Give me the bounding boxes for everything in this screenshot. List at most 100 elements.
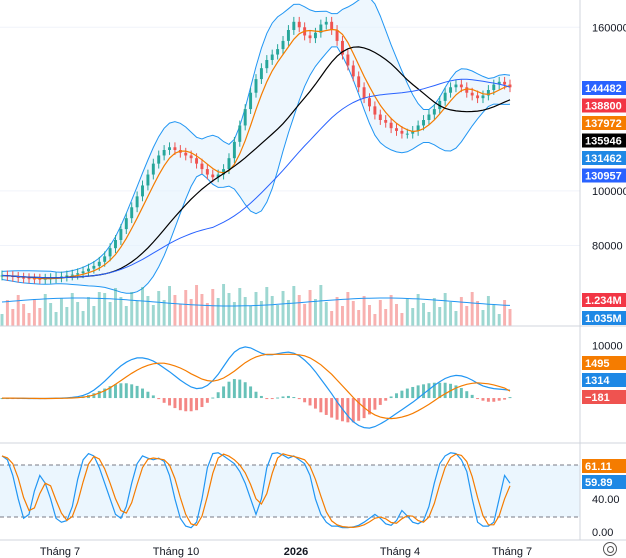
volume-bar <box>308 290 312 326</box>
candle-body <box>92 265 96 269</box>
volume-bar <box>270 296 274 326</box>
volume-bar <box>211 289 215 326</box>
macd-histogram-bar <box>238 379 242 399</box>
stoch-d-line <box>1 453 511 529</box>
macd-histogram-bar <box>373 398 377 410</box>
settings-icon[interactable] <box>603 542 617 556</box>
macd-histogram-bar <box>476 398 480 400</box>
volume-bar <box>49 303 53 326</box>
bollinger-upper-line <box>1 0 511 273</box>
candle-body <box>243 109 247 126</box>
time-axis[interactable]: Tháng 7 Tháng 10 2026 Tháng 4 Tháng 7 <box>40 546 532 558</box>
stoch-band-fill <box>0 465 580 517</box>
volume-tag-bg <box>582 311 626 325</box>
macd-histogram-bar <box>92 393 96 399</box>
volume-ma-line <box>1 297 511 307</box>
candle-body <box>459 84 463 88</box>
price-tag-bg <box>582 116 626 130</box>
macd-histogram-bar <box>405 388 409 399</box>
volume-bar <box>232 302 236 326</box>
candle-body <box>411 130 415 134</box>
macd-histogram-bar <box>368 398 371 415</box>
macd-histogram-bar <box>313 398 317 409</box>
candle-body <box>168 147 172 150</box>
macd-histogram-bar <box>189 398 193 412</box>
moving-averages <box>1 28 511 280</box>
volume-bar <box>368 305 371 326</box>
volume-bar <box>292 286 296 326</box>
volume-bar <box>168 286 172 326</box>
macd-histogram-bar <box>135 385 139 399</box>
macd-histogram-bar <box>324 398 328 415</box>
price-pane[interactable] <box>0 0 580 326</box>
volume-bar <box>5 300 9 326</box>
macd-histogram-bar <box>168 398 172 406</box>
macd-histogram-bar <box>286 395 290 399</box>
volume-bar <box>0 314 4 326</box>
candle-body <box>238 125 242 142</box>
volume-tag: 1.035M <box>585 313 622 325</box>
volume-bar <box>416 294 420 326</box>
candle-body <box>476 95 480 99</box>
macd-histogram-bar <box>351 398 355 423</box>
candle-body <box>330 21 334 30</box>
price-tag: 135946 <box>585 136 622 148</box>
candle-body <box>281 40 285 50</box>
volume-bar <box>281 291 285 326</box>
candle-body <box>286 30 290 41</box>
candle-body <box>65 275 69 277</box>
candles <box>0 16 512 284</box>
volume-bar <box>340 306 344 326</box>
price-tick-label: 100000 <box>592 186 626 198</box>
ma-slow-line <box>1 78 511 279</box>
macd-histogram-bar <box>97 390 101 399</box>
stoch-tick-label: 40.00 <box>592 494 620 506</box>
candle-body <box>357 76 361 88</box>
macd-histogram-bar <box>173 398 177 409</box>
volume-bar <box>86 297 90 326</box>
macd-histogram-bar <box>162 398 166 403</box>
macd-histogram-bar <box>119 383 123 399</box>
volume-bar <box>195 285 199 326</box>
bollinger-lower-line <box>1 46 511 294</box>
macd-histogram-bar <box>330 398 334 418</box>
candle-body <box>254 79 258 93</box>
candle-body <box>422 120 426 126</box>
stoch-rsi-pane[interactable] <box>0 452 580 529</box>
stoch-lines <box>1 452 511 529</box>
candle-body <box>22 277 26 279</box>
macd-histogram-bar <box>254 391 258 399</box>
macd-histogram-bar <box>157 398 161 400</box>
candle-body <box>486 90 490 96</box>
macd-histogram-bar <box>265 398 269 400</box>
volume-bar <box>227 293 231 326</box>
candle-body <box>319 24 323 33</box>
volume-bars <box>0 284 512 326</box>
macd-histogram-bar <box>503 398 507 400</box>
candle-body <box>443 92 447 101</box>
volume-bar <box>11 309 15 326</box>
volume-bar <box>351 301 355 326</box>
candle-body <box>205 169 209 175</box>
macd-pane[interactable] <box>0 346 512 429</box>
volume-bar <box>173 295 177 326</box>
volume-bar <box>243 297 247 326</box>
stoch-tag-bg <box>582 459 626 473</box>
candle-body <box>378 114 382 120</box>
macd-histogram-bar <box>141 388 144 399</box>
price-axis[interactable]: 160000 100000 80000 10000 40.00 0.00 <box>592 22 626 539</box>
macd-histogram-bar <box>200 398 204 408</box>
macd-histogram-bar <box>481 398 485 401</box>
volume-bar <box>22 304 26 326</box>
volume-bar <box>400 313 404 326</box>
candle-body <box>481 95 485 99</box>
candle-body <box>492 84 496 90</box>
bollinger-fill <box>2 0 510 294</box>
price-tick-label: 80000 <box>592 240 623 252</box>
candle-body <box>308 35 312 39</box>
volume-bar <box>362 296 366 326</box>
volume-bar <box>27 313 31 326</box>
macd-tag-bg <box>582 373 626 387</box>
volume-bar <box>443 293 447 326</box>
volume-bar <box>476 301 480 326</box>
